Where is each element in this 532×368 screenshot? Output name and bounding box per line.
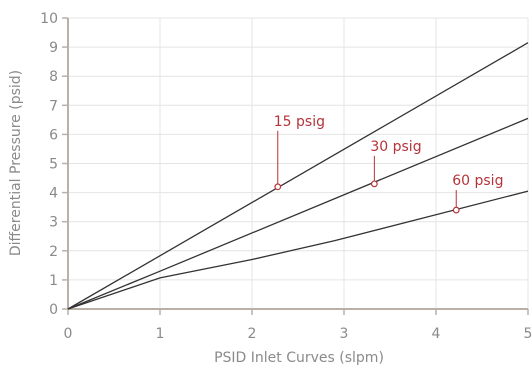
y-tick-label: 2 [49,244,58,260]
x-tick-label: 2 [248,326,257,342]
annotation-marker [274,183,282,191]
y-tick-label: 0 [49,302,58,318]
series-label: 30 psig [370,139,421,155]
y-tick-label: 5 [49,157,58,173]
series-line-3 [67,190,529,310]
series-line-1 [67,42,529,310]
annotation-marker [452,206,460,214]
grid-layer [68,17,529,309]
y-tick-label: 4 [49,186,58,202]
y-tick-label: 8 [49,69,58,85]
series-layer [67,42,529,310]
y-tick-label: 3 [49,215,58,231]
series-label: 60 psig [452,173,503,189]
x-tick-label: 0 [64,326,73,342]
x-tick-label: 3 [340,326,349,342]
axis-layer: 0 1 2 3 4 5 6 7 8 9 10 0 1 2 3 4 5 [40,11,532,342]
annotation-layer: 15 psig 30 psig 60 psig [274,114,503,214]
annotation-marker [370,180,378,188]
series-line-2 [67,117,529,310]
y-axis-title: Differential Pressure (psid) [8,70,24,256]
y-tick-label: 7 [49,98,58,114]
x-axis-title: PSID Inlet Curves (slpm) [214,350,384,366]
y-tick-label: 10 [40,11,58,27]
x-tick-label: 4 [432,326,441,342]
y-tick-label: 1 [49,273,58,289]
x-tick-label: 1 [156,326,165,342]
y-tick-label: 9 [49,40,58,56]
y-tick-label: 6 [49,127,58,143]
x-tick-label: 5 [524,326,532,342]
series-label: 15 psig [274,114,325,130]
